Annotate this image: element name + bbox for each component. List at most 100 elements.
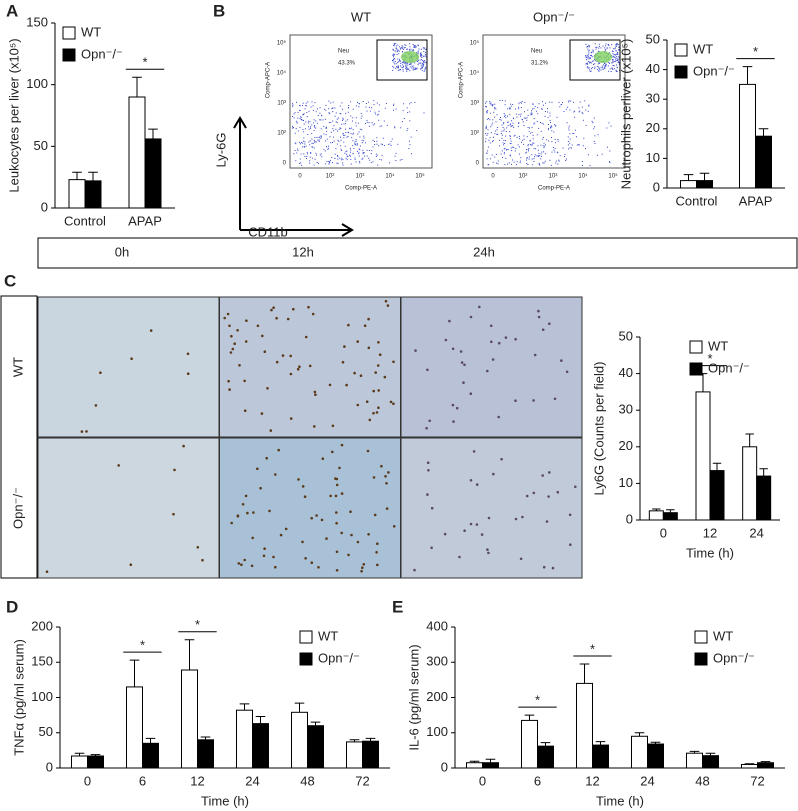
stain-dot [376, 542, 379, 545]
event-dot [294, 112, 296, 114]
event-dot [587, 56, 589, 58]
event-dot [592, 49, 594, 51]
event-dot [578, 107, 580, 109]
event-dot [485, 133, 487, 135]
event-dot [520, 107, 522, 109]
y-tick-label: 0 [441, 759, 448, 774]
event-dot [587, 48, 589, 50]
event-dot [314, 141, 316, 143]
event-dot [616, 57, 618, 59]
event-dot [312, 146, 314, 148]
stain-dot [255, 467, 259, 471]
event-dot [615, 45, 617, 47]
stain-dot [289, 372, 293, 376]
event-dot [413, 67, 415, 69]
event-dot [488, 139, 490, 141]
flow-y-tick: 10³ [277, 101, 286, 107]
event-dot [401, 47, 403, 48]
stain-dot [289, 417, 293, 420]
event-dot [326, 161, 328, 162]
event-dot [485, 128, 487, 130]
stain-dot [475, 483, 479, 486]
event-dot [339, 145, 341, 147]
stain-dot [374, 371, 378, 374]
stain-dot [372, 389, 376, 393]
event-dot [527, 127, 529, 128]
event-dot [294, 142, 296, 144]
event-dot [356, 143, 358, 145]
event-dot [525, 152, 527, 154]
event-dot [305, 102, 307, 104]
stain-dot [284, 527, 288, 531]
event-dot [417, 50, 419, 52]
event-dot [394, 63, 396, 65]
event-dot [517, 144, 519, 146]
event-dot [359, 103, 360, 105]
event-dot [305, 121, 307, 123]
event-dot [513, 126, 515, 128]
event-dot [615, 59, 617, 61]
y-axis-label: Leukocytes per liver (x10⁵) [6, 38, 21, 192]
event-dot [485, 127, 487, 129]
event-dot [363, 135, 365, 137]
event-dot [380, 143, 382, 145]
event-dot [603, 63, 605, 64]
event-dot [332, 111, 334, 113]
stain-dot [301, 485, 305, 488]
event-dot [344, 145, 346, 147]
event-dot [395, 43, 397, 45]
event-dot [503, 139, 505, 141]
event-dot [393, 53, 394, 55]
event-dot [393, 104, 394, 106]
stain-dot [244, 340, 248, 343]
legend-label: WT [713, 628, 733, 643]
flow-y-tick: 0 [283, 161, 287, 167]
x-tick-label: 12 [585, 773, 599, 788]
event-dot [306, 151, 308, 153]
event-dot [500, 119, 502, 121]
y-tick-label: 150 [31, 654, 53, 669]
event-dot [364, 155, 366, 157]
event-dot [358, 152, 360, 154]
stain-dot [367, 533, 370, 536]
event-dot [566, 122, 568, 124]
stain-dot [519, 557, 523, 561]
event-dot [368, 157, 370, 159]
event-dot [568, 101, 570, 103]
histo-image [37, 437, 220, 579]
event-dot [315, 111, 317, 113]
event-dot [595, 48, 597, 50]
event-dot [407, 112, 409, 114]
event-dot [409, 43, 411, 45]
event-dot [528, 158, 530, 160]
event-dot [541, 151, 543, 153]
event-dot [394, 126, 396, 128]
event-dot [531, 144, 533, 146]
event-dot [405, 65, 407, 67]
event-dot [527, 144, 529, 146]
bar [537, 745, 554, 769]
event-dot [371, 150, 373, 152]
bar [68, 179, 86, 209]
event-dot [393, 59, 395, 61]
event-dot [328, 145, 330, 147]
stain-dot [532, 399, 535, 402]
event-dot [540, 122, 541, 123]
event-dot [335, 112, 337, 114]
stain-dot [231, 347, 235, 351]
event-dot [351, 127, 353, 129]
event-dot [574, 129, 576, 131]
event-dot [404, 62, 406, 64]
event-dot [303, 153, 305, 155]
event-dot [341, 123, 343, 125]
event-dot [496, 114, 498, 116]
event-dot [366, 155, 368, 157]
event-dot [324, 150, 326, 152]
event-dot [532, 104, 534, 106]
event-dot [537, 149, 539, 151]
event-dot [423, 61, 425, 63]
event-dot [327, 148, 329, 150]
event-dot [550, 164, 552, 166]
event-dot [299, 141, 300, 143]
event-dot [397, 49, 399, 51]
